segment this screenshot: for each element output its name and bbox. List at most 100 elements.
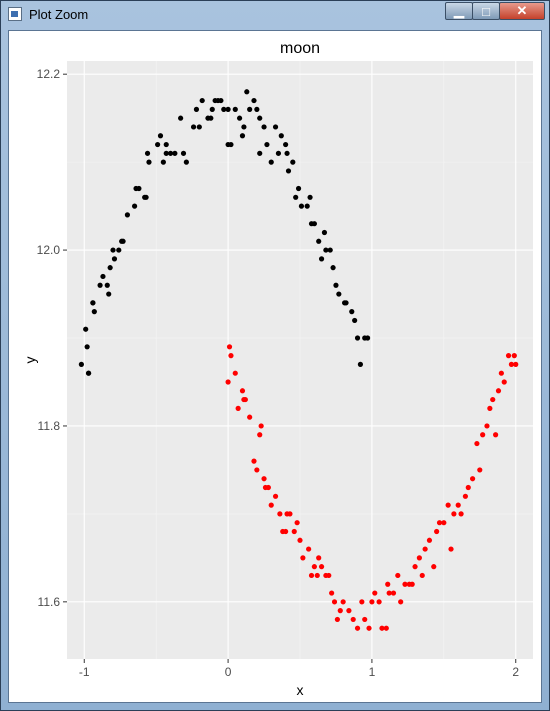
data-point [369, 599, 375, 605]
data-point [91, 309, 97, 315]
data-point [441, 520, 447, 526]
data-point [298, 203, 305, 209]
data-point [331, 599, 338, 605]
plot-window-icon [8, 7, 22, 21]
data-point [155, 141, 161, 148]
data-point [480, 432, 486, 438]
data-point [172, 150, 178, 156]
data-point [83, 326, 89, 332]
data-point [376, 599, 382, 605]
data-point [277, 511, 283, 517]
data-point [225, 106, 231, 112]
data-point [350, 616, 356, 623]
data-point [254, 467, 260, 473]
data-point [434, 528, 440, 535]
data-point [349, 309, 355, 315]
data-point [257, 432, 263, 438]
data-point [287, 511, 293, 517]
maximize-button[interactable]: □ [472, 2, 500, 20]
data-point [208, 115, 214, 121]
data-point [258, 423, 264, 429]
title-bar[interactable]: Plot Zoom ▁ □ ✕ [1, 1, 549, 29]
window-title: Plot Zoom [29, 7, 89, 22]
data-point [316, 555, 322, 561]
data-point [247, 414, 253, 420]
data-point [268, 159, 274, 165]
close-button[interactable]: ✕ [499, 2, 545, 20]
y-tick-label: 11.6 [38, 595, 61, 609]
data-point [85, 370, 92, 376]
y-tick-label: 12.2 [37, 67, 61, 81]
data-point [390, 590, 397, 596]
data-point [297, 537, 303, 543]
data-point [90, 300, 96, 306]
data-point [278, 133, 284, 139]
data-point [314, 572, 320, 579]
data-point [508, 361, 515, 367]
data-point [357, 361, 364, 367]
data-point [97, 282, 103, 288]
minimize-icon: ▁ [454, 3, 464, 18]
data-point [218, 97, 224, 104]
data-point [474, 440, 480, 447]
data-point [402, 581, 408, 587]
data-point [242, 396, 248, 403]
data-point [254, 106, 260, 112]
data-point [209, 106, 215, 112]
data-point [291, 528, 297, 535]
data-point [311, 564, 317, 570]
data-point [419, 572, 425, 579]
data-point [239, 133, 246, 139]
data-point [275, 150, 282, 156]
data-point [383, 625, 389, 631]
data-point [451, 511, 457, 517]
data-point [283, 528, 289, 535]
data-point [236, 115, 243, 121]
data-point [352, 317, 358, 324]
data-point [323, 247, 329, 253]
y-tick-label: 12.0 [37, 243, 61, 257]
data-point [354, 625, 361, 631]
data-point [107, 265, 113, 271]
data-point [183, 159, 189, 165]
x-tick-label: 0 [225, 665, 232, 679]
data-point [285, 168, 292, 174]
data-point [247, 106, 253, 112]
data-point [318, 564, 325, 570]
data-point [78, 361, 84, 367]
data-point [160, 159, 166, 165]
data-point [196, 124, 202, 130]
data-point [337, 608, 343, 614]
data-point [193, 106, 200, 112]
data-point [221, 106, 227, 112]
data-point [257, 150, 263, 156]
close-icon: ✕ [516, 3, 528, 18]
data-point [455, 502, 461, 508]
data-point [167, 150, 174, 156]
data-point [199, 97, 205, 104]
data-point [477, 467, 483, 473]
data-point [131, 203, 138, 209]
data-point [283, 141, 289, 148]
data-point [225, 379, 231, 385]
data-point [106, 291, 112, 297]
data-point [321, 229, 328, 236]
data-point [120, 238, 126, 244]
data-point [308, 572, 315, 579]
data-point [190, 124, 197, 130]
data-point [110, 247, 116, 253]
data-point [180, 150, 187, 156]
data-point [448, 546, 454, 552]
data-point [232, 370, 238, 376]
data-point [228, 141, 234, 148]
data-point [264, 141, 270, 148]
data-point [116, 247, 122, 253]
minimize-button[interactable]: ▁ [445, 2, 473, 20]
data-point [100, 273, 106, 280]
data-point [469, 476, 476, 482]
data-point [409, 581, 415, 587]
data-point [422, 546, 428, 552]
x-tick-label: -1 [79, 665, 90, 679]
data-point [412, 564, 418, 570]
data-point [261, 476, 267, 482]
